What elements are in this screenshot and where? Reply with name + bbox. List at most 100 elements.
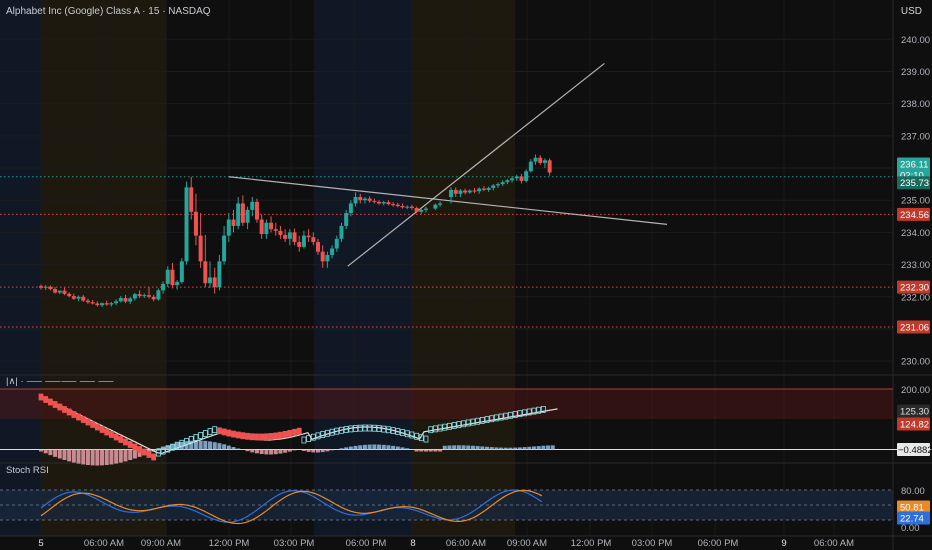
- histogram-bar: [320, 449, 325, 453]
- histogram-bar: [395, 446, 400, 450]
- candle-body: [109, 303, 114, 305]
- time-tick-label: 12:00 PM: [571, 538, 612, 549]
- candle-body: [250, 201, 255, 210]
- histogram-bar: [67, 449, 72, 462]
- candle-body: [463, 190, 468, 193]
- indicator-candle: [94, 423, 100, 431]
- indicator-candle: [334, 427, 340, 435]
- candle-body: [71, 296, 76, 299]
- indicator-candle: [62, 406, 67, 413]
- indicator-candle: [386, 426, 391, 434]
- indicator-candle: [104, 428, 110, 436]
- indicator-candle: [76, 413, 81, 421]
- candle-body: [48, 286, 53, 290]
- histogram-bar: [156, 447, 161, 450]
- level-label: 232.30: [900, 283, 929, 294]
- indicator-candle: [217, 427, 222, 435]
- candle-body: [519, 176, 524, 181]
- indicator-candle: [52, 401, 58, 408]
- candle-body: [491, 185, 496, 188]
- histogram-bar: [381, 444, 386, 450]
- histogram-bar: [423, 449, 428, 452]
- candle-body: [400, 206, 405, 208]
- indicator-candle: [540, 406, 546, 413]
- time-tick-label: 06:00 PM: [698, 538, 739, 549]
- indicator-candle: [207, 428, 213, 436]
- histogram-bar: [316, 449, 321, 453]
- indicator-candle: [461, 420, 466, 428]
- time-tick-label: 8: [410, 538, 415, 549]
- indicator-value-a: 125.30: [900, 407, 929, 418]
- candle-body: [217, 261, 222, 288]
- indicator-candle: [137, 446, 142, 453]
- histogram-bar: [90, 449, 95, 466]
- indicator-candle: [498, 413, 504, 421]
- candle-body: [170, 269, 175, 286]
- indicator-candle: [38, 393, 44, 401]
- histogram-bar: [259, 449, 264, 455]
- histogram-bar: [489, 447, 494, 450]
- stoch-label: Stoch RSI: [6, 465, 49, 476]
- indicator-candle: [404, 430, 410, 438]
- trendlines: [228, 62, 668, 267]
- candle-body: [259, 219, 264, 235]
- indicator-candle: [400, 429, 405, 436]
- time-tick-label: 09:00 AM: [141, 538, 181, 549]
- indicator-candle: [193, 434, 199, 441]
- candle-body: [311, 237, 316, 243]
- candle-body: [292, 232, 297, 243]
- histogram-bar: [250, 449, 255, 453]
- price-tick-label: 235.00: [901, 196, 930, 207]
- histogram-bar: [39, 449, 43, 452]
- candle-body: [362, 198, 367, 201]
- stoch-tick: 0.00: [901, 523, 920, 534]
- candle-body: [85, 300, 90, 303]
- price-tick-label: 237.00: [901, 131, 930, 142]
- level-label: 234.56: [900, 210, 929, 221]
- histogram-bar: [85, 449, 90, 466]
- session-band: [0, 0, 41, 536]
- indicator-candle: [268, 433, 274, 440]
- histogram-bar: [76, 449, 81, 464]
- candle-body: [231, 219, 236, 226]
- candle-body: [184, 187, 189, 262]
- candle-body: [301, 235, 306, 247]
- histogram-bar: [405, 448, 410, 450]
- trendline: [228, 176, 668, 225]
- time-tick-label: 06:00 AM: [814, 538, 854, 549]
- histogram-bar: [522, 447, 527, 450]
- indicator-candle: [503, 412, 509, 420]
- candle-body: [264, 222, 269, 235]
- candle-body: [477, 188, 482, 192]
- indicator-candle: [324, 429, 330, 437]
- current-level-label: 235.73: [900, 178, 929, 189]
- candle-body: [43, 286, 48, 288]
- currency-label[interactable]: USD: [900, 6, 922, 17]
- candle-body: [467, 190, 472, 193]
- indicator-candle: [451, 422, 457, 429]
- indicator-candle: [165, 445, 171, 453]
- stoch-d-value: 22.74: [900, 514, 924, 525]
- histogram-bar: [517, 447, 522, 450]
- histogram-bar: [222, 444, 227, 450]
- indicator-candle: [99, 426, 105, 433]
- histogram-bar: [527, 446, 532, 450]
- candle-body: [278, 230, 283, 235]
- time-tick-label: 06:00 AM: [84, 538, 124, 549]
- candle-body: [273, 229, 278, 231]
- histogram-bar: [428, 449, 433, 452]
- indicator-candle: [517, 410, 523, 418]
- indicator-candle: [479, 417, 485, 424]
- histogram-bar: [71, 449, 76, 463]
- candle-body: [137, 294, 142, 297]
- indicator-candle: [329, 428, 335, 436]
- price-tick-label: 239.00: [901, 67, 930, 78]
- candle-body: [123, 298, 128, 302]
- session-band: [314, 0, 412, 536]
- indicator-candle: [71, 411, 77, 418]
- price-tick-label: 232.00: [901, 292, 930, 303]
- price-tick-label: 233.00: [901, 260, 930, 271]
- candle-body: [90, 302, 95, 304]
- candle-body: [453, 189, 458, 194]
